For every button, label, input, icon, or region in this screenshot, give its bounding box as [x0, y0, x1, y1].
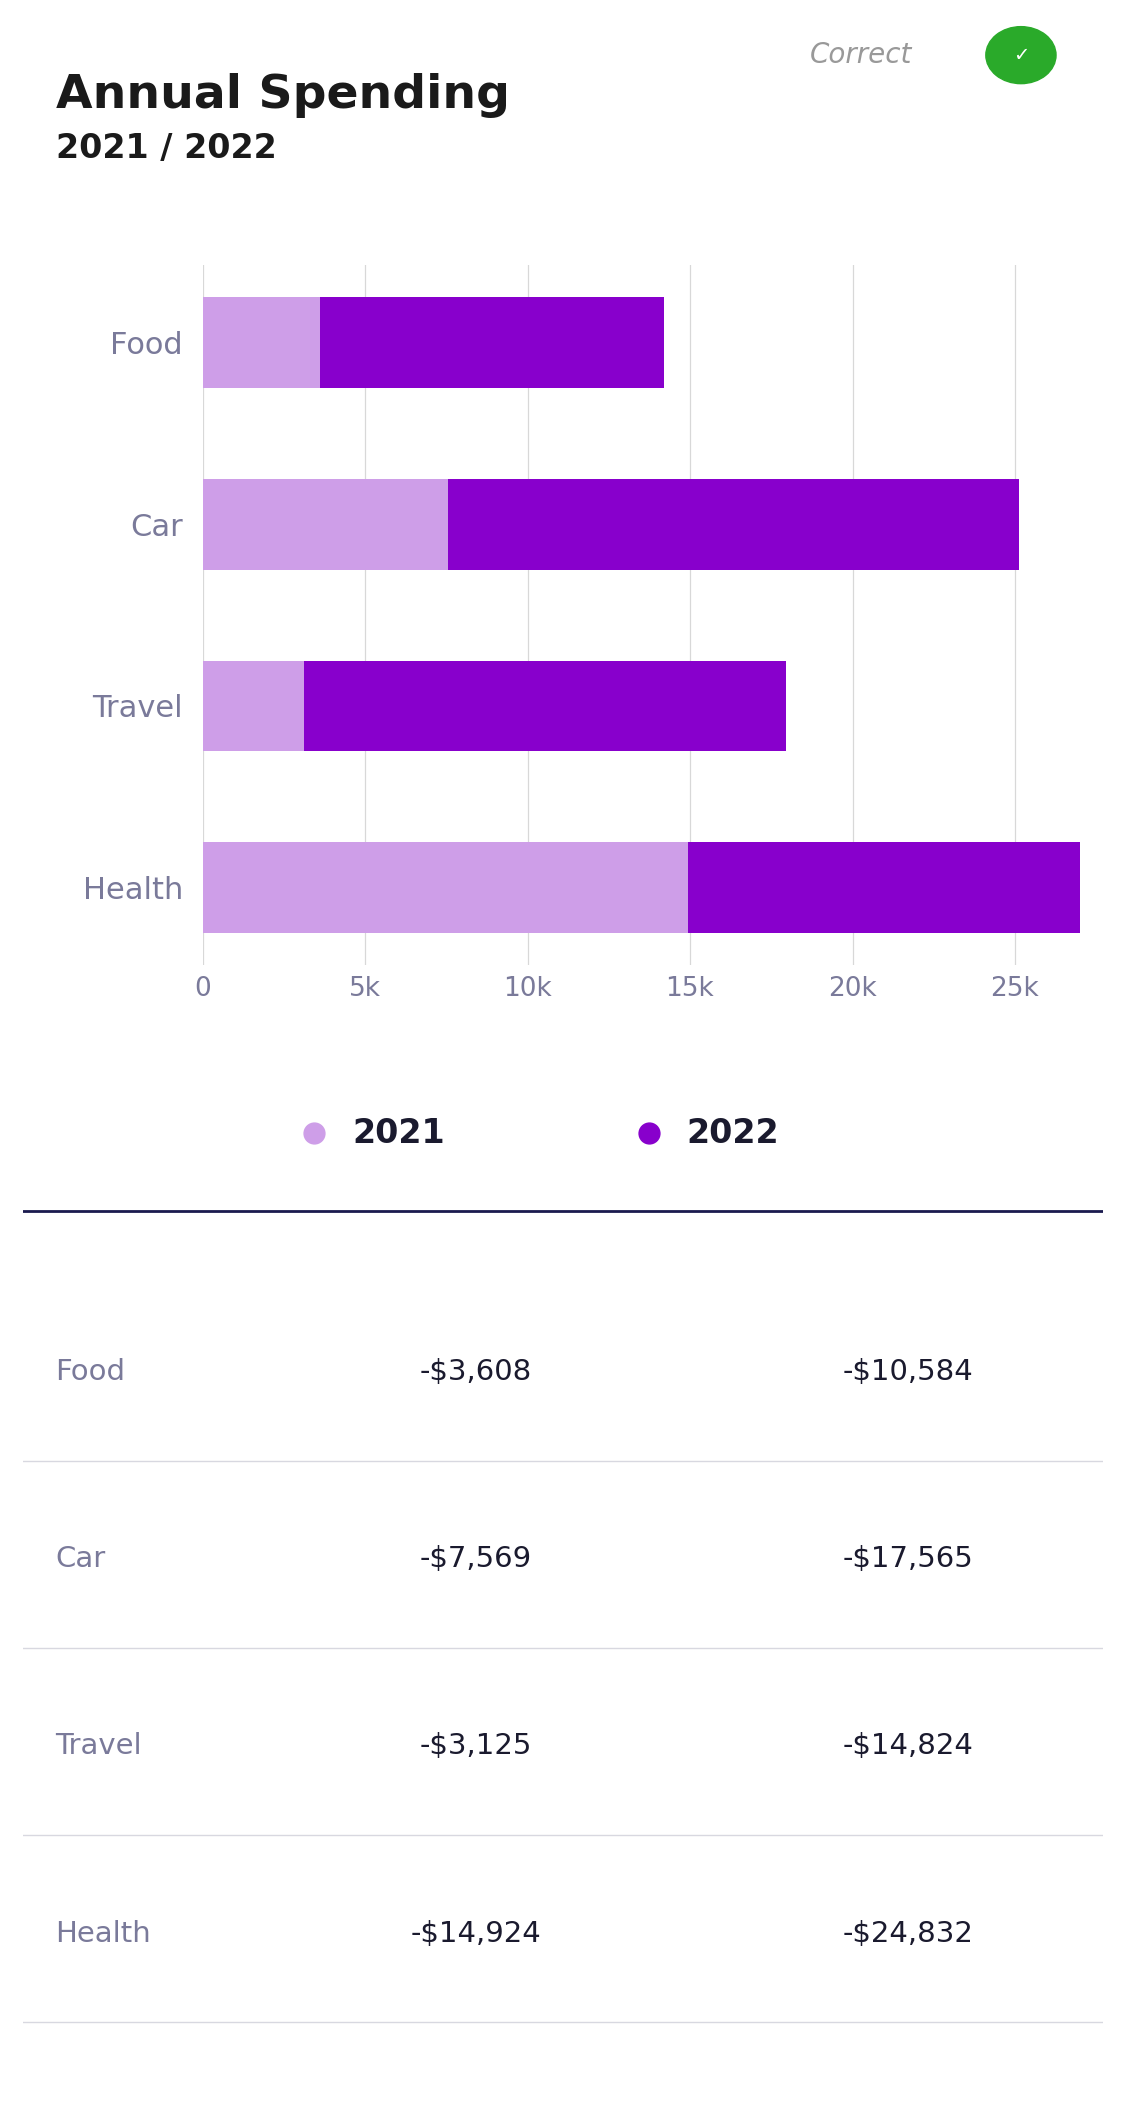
Bar	[202, 479, 449, 571]
Text: 2021 / 2022: 2021 / 2022	[56, 132, 277, 165]
Bar	[202, 297, 320, 388]
Text: -$14,924: -$14,924	[411, 1920, 541, 1947]
Text: -$7,569: -$7,569	[420, 1546, 532, 1574]
Text: Health: Health	[55, 1920, 151, 1947]
Text: Travel: Travel	[55, 1733, 142, 1760]
Text: Car: Car	[55, 1546, 105, 1574]
Text: -$14,824: -$14,824	[843, 1733, 973, 1760]
Text: 2021: 2021	[352, 1118, 444, 1150]
Text: -$24,832: -$24,832	[843, 1920, 973, 1947]
Bar	[202, 660, 304, 751]
Text: Food: Food	[55, 1357, 125, 1387]
Text: -$10,584: -$10,584	[843, 1357, 973, 1387]
Text: -$3,608: -$3,608	[420, 1357, 532, 1387]
Text: -$3,125: -$3,125	[420, 1733, 532, 1760]
Text: Correct: Correct	[810, 40, 912, 70]
Text: Annual Spending: Annual Spending	[56, 72, 511, 119]
Bar	[202, 842, 687, 933]
Circle shape	[986, 28, 1056, 83]
Text: 2022: 2022	[686, 1118, 780, 1150]
Bar	[319, 297, 664, 388]
Text: ✓: ✓	[1012, 47, 1029, 64]
Bar	[687, 842, 1125, 933]
Text: -$17,565: -$17,565	[843, 1546, 973, 1574]
Bar	[304, 660, 786, 751]
Bar	[449, 479, 1019, 571]
